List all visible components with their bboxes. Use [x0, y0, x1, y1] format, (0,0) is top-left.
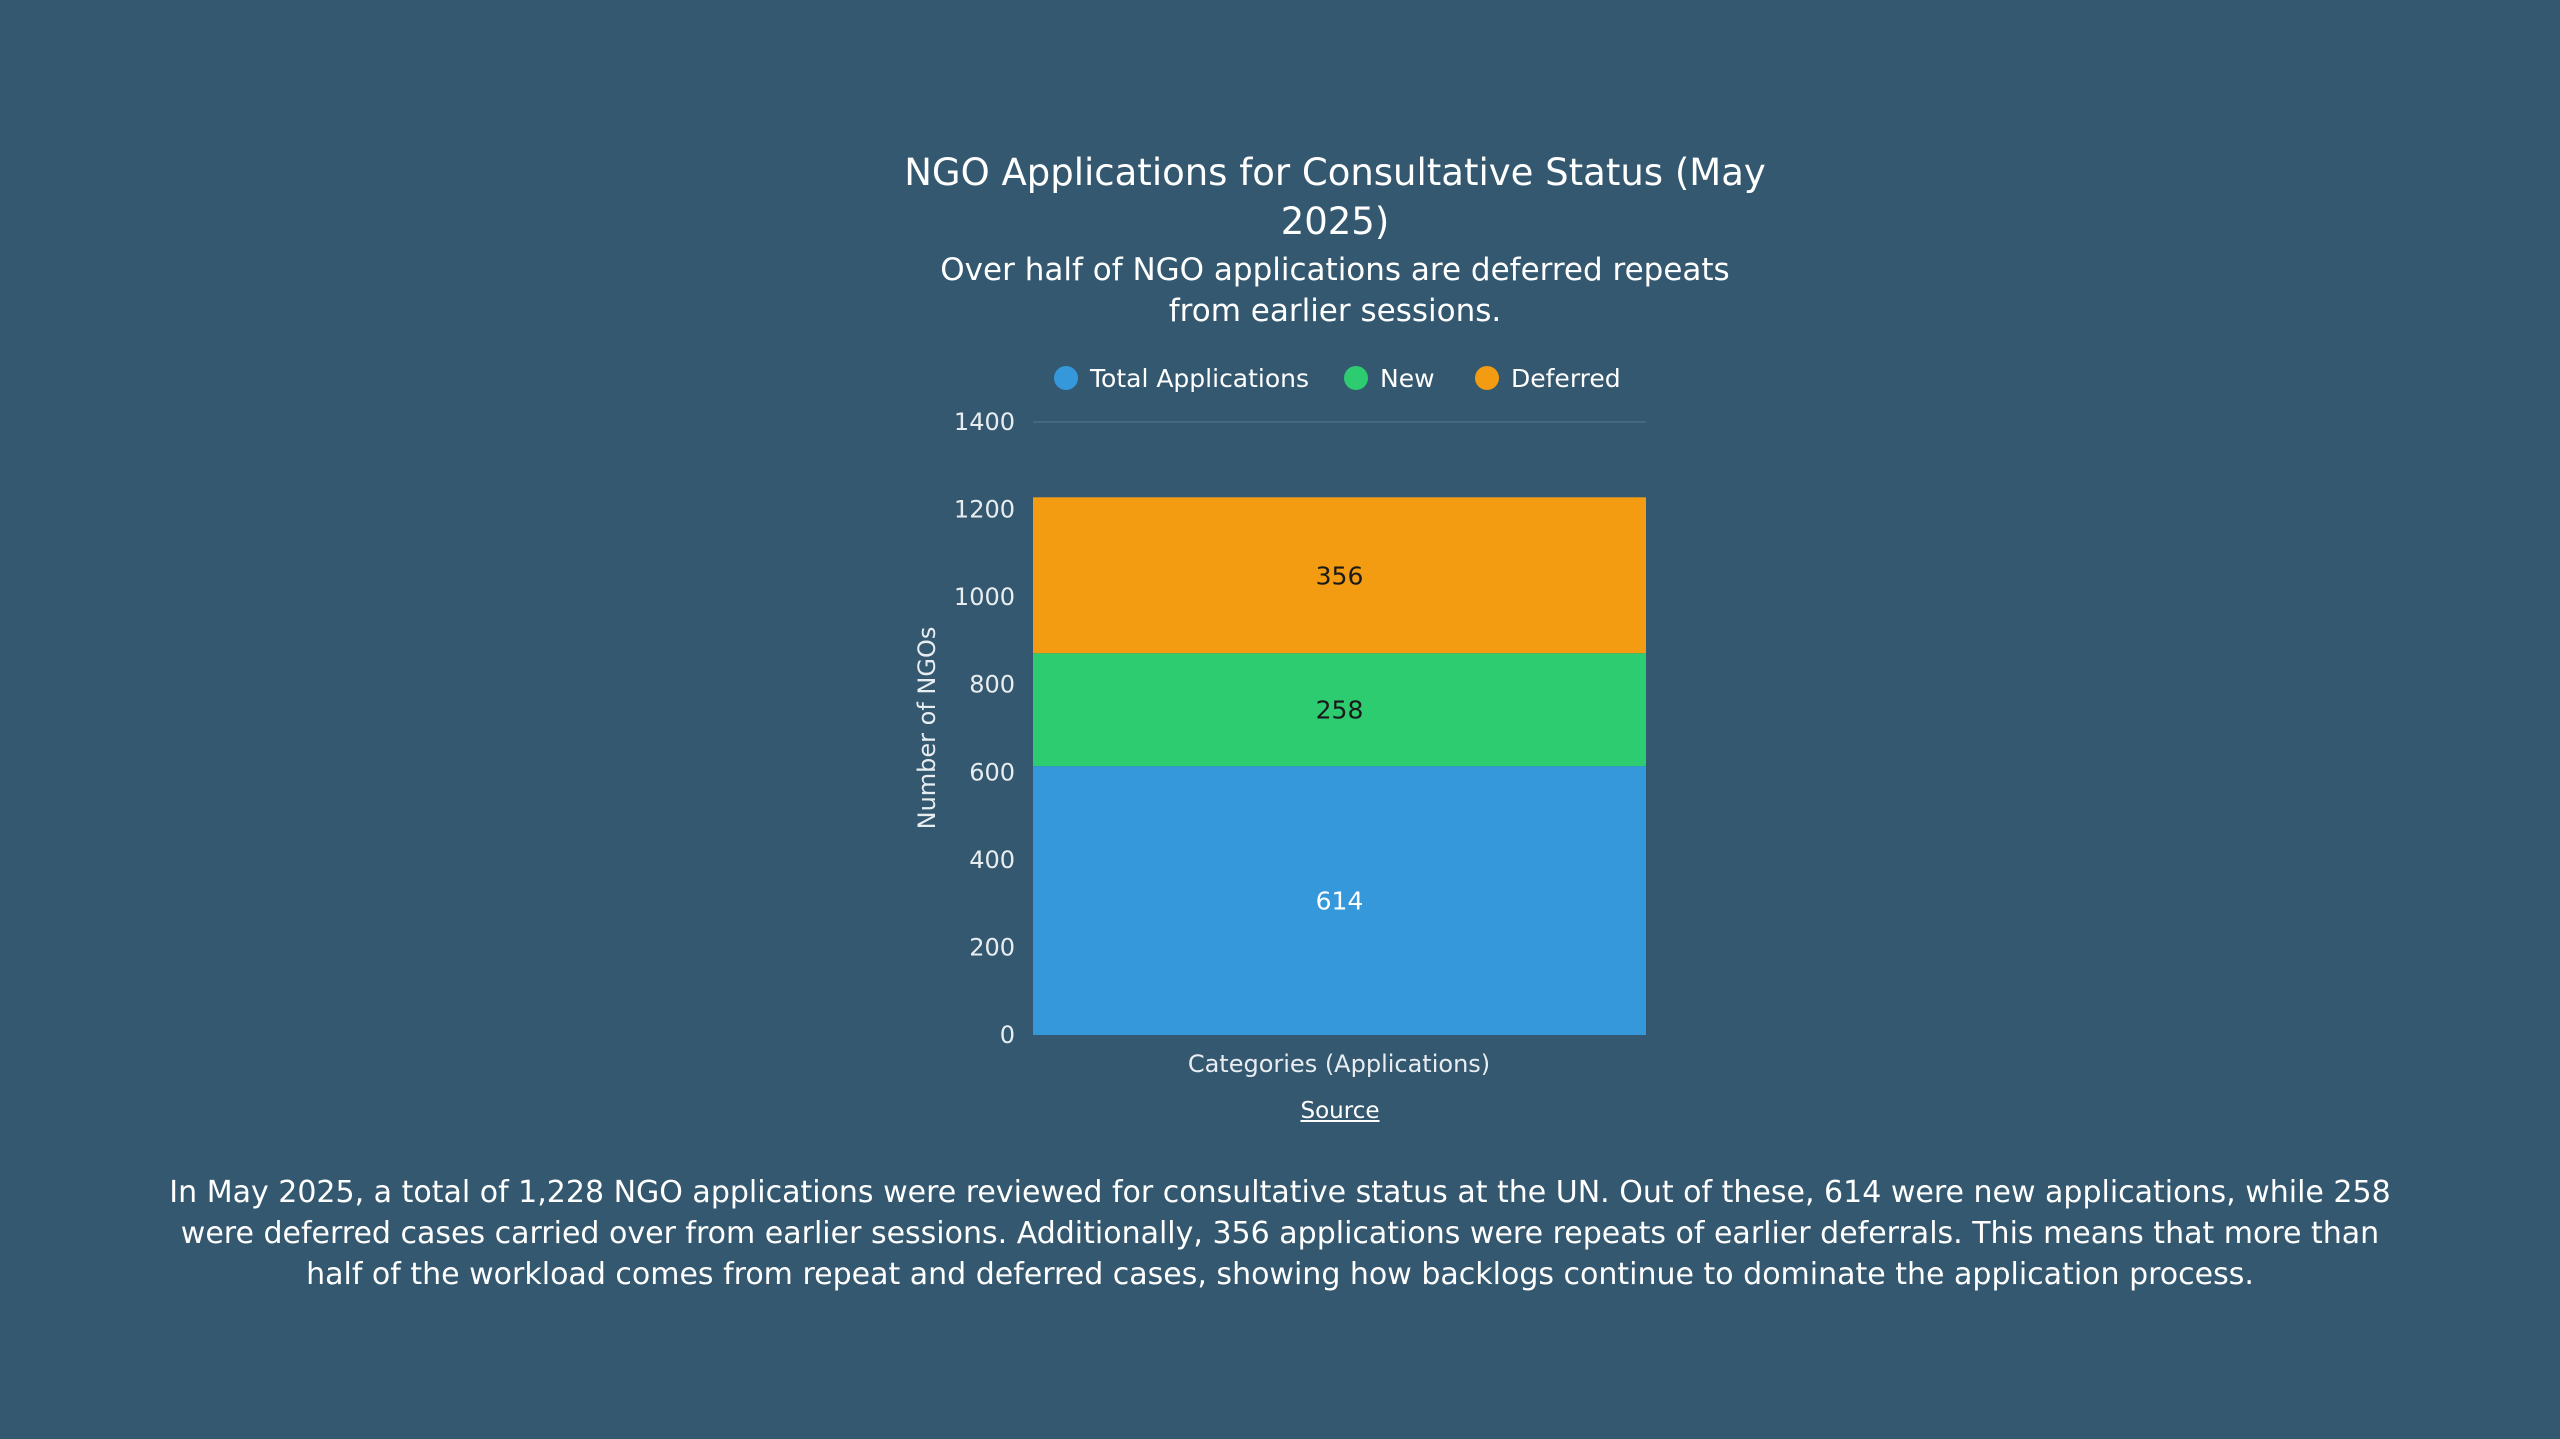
y-tick-label: 600: [969, 758, 1015, 786]
legend-label: New: [1380, 363, 1435, 393]
bar-stack: [1033, 497, 1646, 1035]
y-tick-label: 400: [969, 846, 1015, 874]
bar-segment-deferred[interactable]: [1033, 497, 1646, 654]
y-tick-label: 1400: [954, 408, 1015, 436]
legend-label: Deferred: [1511, 363, 1621, 393]
y-axis-title: Number of NGOs: [913, 627, 941, 830]
source-link[interactable]: Source: [1300, 1098, 1380, 1124]
bar-labels: 614 258 356: [1316, 561, 1364, 915]
data-label-total-applications: 614: [1316, 887, 1364, 916]
y-tick-label: 200: [969, 933, 1015, 961]
legend-item-new[interactable]: New: [1344, 358, 1435, 398]
bar-segment-total-applications[interactable]: [1033, 766, 1646, 1035]
chart-description: In May 2025, a total of 1,228 NGO applic…: [169, 1175, 2391, 1292]
legend-swatch-deferred: [1475, 366, 1499, 390]
chart-subtitle: Over half of NGO applications are deferr…: [940, 252, 1730, 329]
chart-legend: Total Applications New Deferred: [0, 358, 2560, 398]
data-label-deferred: 356: [1316, 561, 1364, 590]
y-axis: 0 200 400 600 800 1000 1200 1400: [954, 408, 1646, 1049]
chart-title: NGO Applications for Consultative Status…: [904, 151, 1766, 243]
x-axis-title: Categories (Applications): [1188, 1050, 1490, 1078]
y-tick-label: 0: [1000, 1021, 1015, 1049]
legend-swatch-total-applications: [1054, 366, 1078, 390]
legend-swatch-new: [1344, 366, 1368, 390]
data-label-new: 258: [1316, 696, 1364, 725]
legend-item-total-applications[interactable]: Total Applications: [1054, 358, 1309, 398]
y-tick-label: 800: [969, 671, 1015, 699]
legend-label: Total Applications: [1090, 363, 1310, 393]
y-tick-label: 1200: [954, 496, 1015, 524]
legend-item-deferred[interactable]: Deferred: [1475, 358, 1621, 398]
bar-segment-new[interactable]: [1033, 653, 1646, 767]
y-tick-label: 1000: [954, 583, 1015, 611]
